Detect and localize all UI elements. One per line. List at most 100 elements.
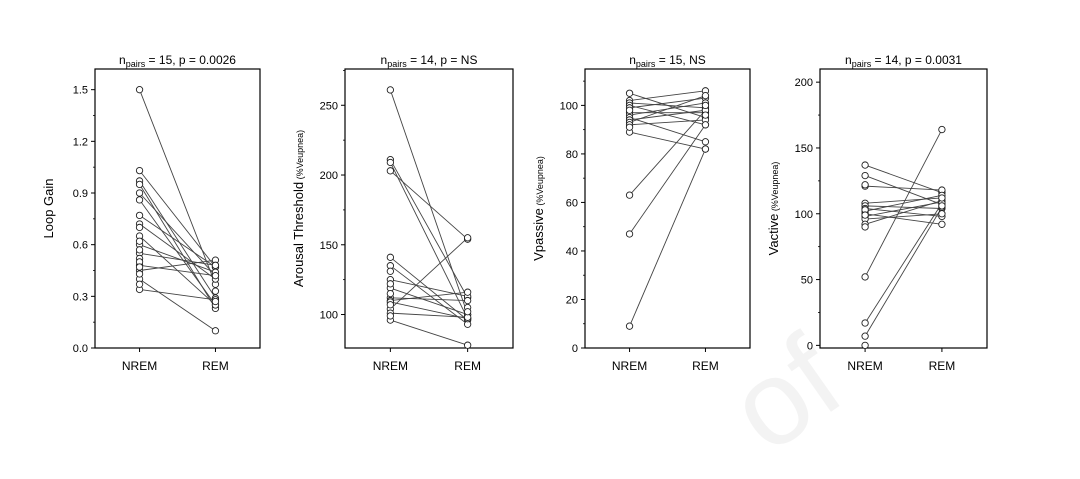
y-tick-label: 100 [795,209,813,221]
pair-line [629,117,706,143]
data-point [386,253,395,261]
data-point [211,287,220,295]
pair-line [390,301,468,320]
pair-line [390,237,468,310]
y-tick-label: 0.9 [73,188,88,200]
plot-frame [584,68,751,349]
figure: npairs = 15, p = 0.0026 0.0 0.3 0.6 0.9 1.2 1.… [41,53,988,373]
chart-panel-2: npairs = 14, p = NS 100 150 200 250 NREM REM Ar… [291,53,514,373]
pair-line [390,291,468,302]
pair-line [629,124,706,235]
data-point [861,181,869,189]
pair-line [390,265,468,325]
chart-title: npairs = 14, p = NS [381,53,478,69]
pair-line [390,287,468,315]
y-tick-label: 40 [566,246,578,258]
data-point [386,312,395,320]
pair-line [864,200,943,225]
pair-line [629,102,706,109]
pair-line [139,215,216,268]
pair-line [139,259,216,271]
pair-line [865,205,942,209]
y-tick-label: 80 [566,149,578,161]
pair-line [629,148,706,327]
y-axis-label: Arousal Threshold (%Veupnea) [291,130,306,287]
data-point [211,327,220,335]
data-point [135,263,144,271]
x-tick-label: NREM [373,359,408,373]
y-tick-label: 20 [566,294,578,306]
data-point [135,196,144,204]
pair-line [629,90,706,101]
data-point [861,332,869,340]
y-tick-label: 0.0 [73,343,88,355]
pair-line [139,89,216,285]
data-point [861,273,869,281]
pair-line [864,206,943,337]
data-point [135,86,144,94]
data-point [938,220,946,228]
data-point [701,145,710,153]
y-tick-label: 0.3 [73,291,88,303]
plot-frame [819,68,988,349]
data-point [938,210,946,218]
pair-line [390,312,468,318]
data-point [463,308,472,316]
pair-line [139,278,216,332]
pair-line [139,223,216,280]
pair-line [139,170,216,268]
data-point [938,202,946,210]
data-point [386,289,395,298]
pair-line [865,185,942,191]
data-point [386,158,395,167]
pair-line [390,319,468,346]
chart-panel-4: npairs = 14, p = 0.0031 0 50 100 150 200 NREM R… [766,53,988,373]
y-tick-label: 0 [807,340,813,352]
pair-line [864,129,943,278]
x-tick-label: NREM [122,359,157,373]
data-point [463,234,472,242]
y-tick-label: 0.6 [73,240,88,252]
x-tick-label: REM [454,359,481,373]
data-point [861,319,869,327]
pair-line [629,119,706,126]
y-tick-label: 0 [572,343,578,355]
data-point [625,106,634,114]
y-tick-label: 150 [795,143,813,155]
y-tick-label: 200 [320,170,338,182]
x-tick-label: NREM [847,359,882,373]
data-point [135,237,144,245]
y-tick-label: 150 [320,240,338,252]
data-point [625,322,634,330]
data-point [625,230,634,238]
data-point [625,89,634,97]
data-point [625,191,634,199]
pair-line [389,89,469,315]
y-tick-label: 200 [795,77,813,89]
data-point [135,166,144,175]
pair-line [139,180,216,299]
data-point [861,211,869,219]
data-point [386,280,395,288]
data-point [211,261,220,269]
pair-line [629,95,706,123]
data-point [938,125,946,134]
data-point [861,223,869,231]
data-point [463,341,472,349]
data-point [701,92,710,100]
data-point [211,272,220,280]
chart-panel-3: npairs = 15, NS 0 20 40 60 80 100 NREM REM Vpassi… [531,53,751,373]
pair-line [139,288,216,301]
plot-frame [94,68,261,349]
y-axis-label: Vactive (%Veupnea) [766,162,781,256]
data-point [861,341,869,350]
y-tick-label: 60 [566,197,578,209]
x-tick-label: NREM [612,359,647,373]
pair-line [865,213,942,220]
chart-panel-1: npairs = 15, p = 0.0026 0.0 0.3 0.6 0.9 1.2 1.… [41,53,261,373]
data-point [386,167,395,175]
plot-frame [344,68,514,349]
data-point [701,121,710,129]
x-tick-label: REM [929,359,956,373]
data-point [135,223,144,232]
